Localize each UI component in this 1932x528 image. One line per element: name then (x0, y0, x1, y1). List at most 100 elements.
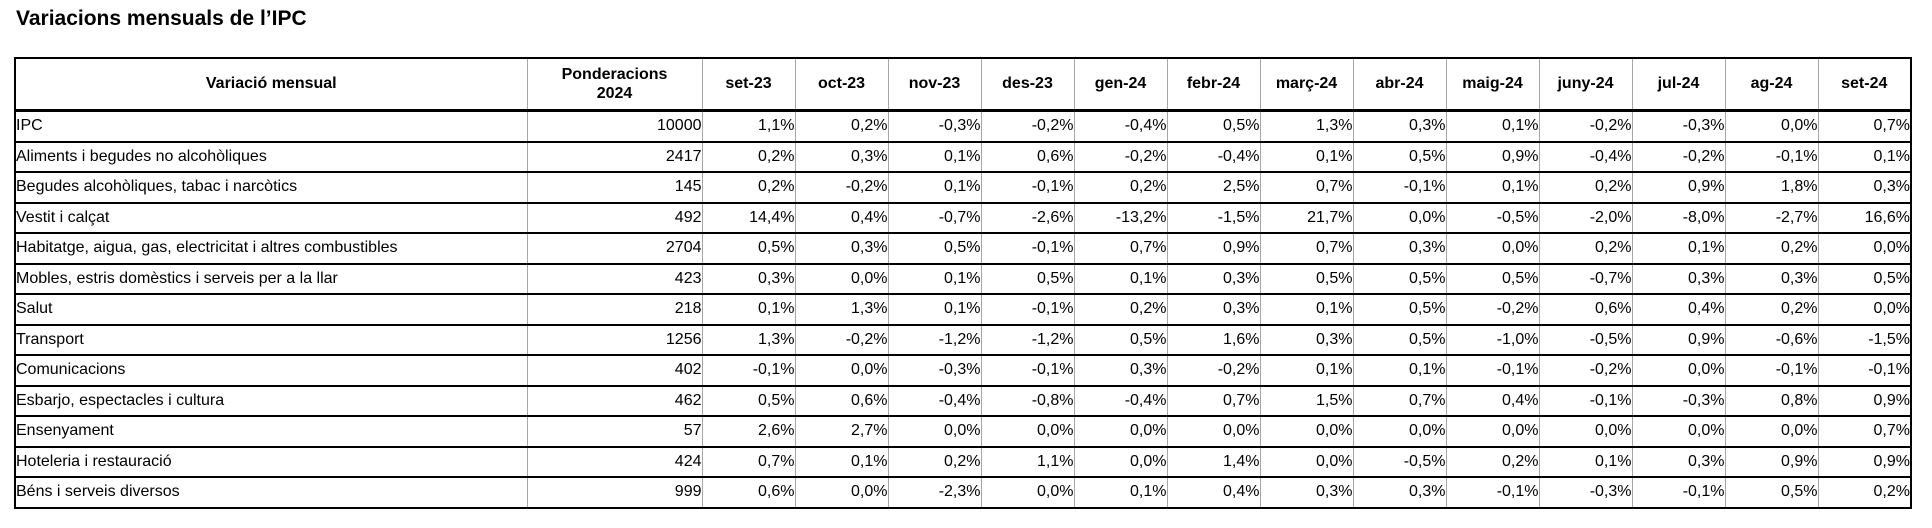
ponderacio-cell: 218 (526, 293, 702, 325)
table-row: Habitatge, aigua, gas, electricitat i al… (15, 232, 1911, 264)
value-cell: 0,0% (1073, 445, 1167, 477)
value-cell: -0,5% (1445, 201, 1539, 233)
value-cell: 0,5% (701, 232, 795, 264)
value-cell: 1,3% (701, 323, 795, 355)
value-cell: 0,2% (794, 109, 888, 142)
column-header-month: set-24 (1817, 58, 1911, 112)
value-cell: -2,3% (887, 476, 981, 508)
ponderacions-header-line1: Ponderacions (561, 65, 668, 83)
value-cell: 0,1% (887, 293, 981, 325)
value-cell: -0,3% (887, 109, 981, 142)
value-cell: -0,4% (1073, 384, 1167, 416)
value-cell: 0,0% (1724, 415, 1818, 447)
value-cell: -0,8% (980, 384, 1074, 416)
row-label: Vestit i calçat (15, 201, 527, 233)
table-row: Transport 1256 1,3% -0,2% -1,2% -1,2% 0,5% 1,6%… (15, 323, 1911, 355)
value-cell: 0,0% (1259, 445, 1353, 477)
value-cell: 0,4% (794, 201, 888, 233)
value-cell: -0,3% (1631, 109, 1725, 142)
value-cell: -0,3% (1631, 384, 1725, 416)
value-cell: 0,5% (1166, 109, 1260, 142)
table-row: Vestit i calçat 492 14,4% 0,4% -0,7% -2,6% -13… (15, 201, 1911, 233)
value-cell: 0,1% (1817, 140, 1911, 172)
value-cell: 0,1% (887, 140, 981, 172)
value-cell: 0,0% (980, 476, 1074, 508)
value-cell: -1,2% (980, 323, 1074, 355)
table-row: Aliments i begudes no alcohòliques 2417 0,… (15, 140, 1911, 172)
value-cell: 0,1% (1259, 140, 1353, 172)
value-cell: 0,5% (887, 232, 981, 264)
value-cell: 0,0% (794, 476, 888, 508)
value-cell: 1,4% (1166, 445, 1260, 477)
row-label: Begudes alcohòliques, tabac i narcòtics (15, 171, 527, 203)
value-cell: 0,3% (1166, 293, 1260, 325)
value-cell: 0,3% (1724, 262, 1818, 294)
value-cell: -1,5% (1817, 323, 1911, 355)
value-cell: 0,9% (1724, 445, 1818, 477)
value-cell: -0,1% (1724, 354, 1818, 386)
value-cell: -0,5% (1352, 445, 1446, 477)
row-label: Aliments i begudes no alcohòliques (15, 140, 527, 172)
value-cell: 2,7% (794, 415, 888, 447)
row-label: Mobles, estris domèstics i serveis per a… (15, 262, 527, 294)
value-cell: 0,7% (1166, 384, 1260, 416)
value-cell: 0,1% (1073, 262, 1167, 294)
value-cell: 0,4% (1631, 293, 1725, 325)
value-cell: -0,2% (1538, 109, 1632, 142)
value-cell: 0,7% (701, 445, 795, 477)
value-cell: 0,1% (1631, 232, 1725, 264)
value-cell: 0,0% (1259, 415, 1353, 447)
value-cell: 0,0% (1352, 201, 1446, 233)
value-cell: 0,1% (887, 262, 981, 294)
value-cell: 0,3% (1166, 262, 1260, 294)
value-cell: 2,6% (701, 415, 795, 447)
value-cell: -0,2% (980, 109, 1074, 142)
value-cell: 16,6% (1817, 201, 1911, 233)
value-cell: 1,1% (701, 109, 795, 142)
row-label: Esbarjo, espectacles i cultura (15, 384, 527, 416)
value-cell: -0,2% (794, 323, 888, 355)
value-cell: 0,9% (1817, 384, 1911, 416)
value-cell: -0,1% (1631, 476, 1725, 508)
value-cell: 0,3% (1631, 445, 1725, 477)
ponderacio-cell: 402 (526, 354, 702, 386)
value-cell: 0,0% (1817, 293, 1911, 325)
column-header-month: des-23 (980, 58, 1074, 112)
value-cell: 0,7% (1352, 384, 1446, 416)
value-cell: 0,0% (1073, 415, 1167, 447)
ponderacio-cell: 999 (526, 476, 702, 508)
value-cell: 0,0% (1631, 415, 1725, 447)
value-cell: 0,4% (1445, 384, 1539, 416)
ipc-monthly-variation-table: Variació mensual Ponderacions 2024 set-2… (14, 57, 1912, 509)
value-cell: -0,2% (1073, 140, 1167, 172)
value-cell: 0,0% (1538, 415, 1632, 447)
value-cell: -2,0% (1538, 201, 1632, 233)
value-cell: 0,2% (1817, 476, 1911, 508)
value-cell: 0,5% (1817, 262, 1911, 294)
row-label: Ensenyament (15, 415, 527, 447)
value-cell: -1,5% (1166, 201, 1260, 233)
value-cell: 0,2% (887, 445, 981, 477)
value-cell: 0,2% (701, 171, 795, 203)
value-cell: 0,5% (980, 262, 1074, 294)
value-cell: 0,3% (701, 262, 795, 294)
value-cell: 14,4% (701, 201, 795, 233)
value-cell: 0,3% (794, 140, 888, 172)
value-cell: -0,5% (1538, 323, 1632, 355)
column-header-month: gen-24 (1073, 58, 1167, 112)
value-cell: 0,2% (701, 140, 795, 172)
value-cell: -0,4% (1538, 140, 1632, 172)
row-label: Comunicacions (15, 354, 527, 386)
value-cell: 1,1% (980, 445, 1074, 477)
value-cell: 0,5% (1445, 262, 1539, 294)
table-row: Ensenyament 57 2,6% 2,7% 0,0% 0,0% 0,0% 0,0% 0,0… (15, 415, 1911, 447)
value-cell: -2,6% (980, 201, 1074, 233)
value-cell: -0,1% (1724, 140, 1818, 172)
column-header-ponderacions-2024: Ponderacions 2024 (526, 58, 702, 112)
value-cell: 0,0% (1631, 354, 1725, 386)
value-cell: 0,9% (1631, 323, 1725, 355)
value-cell: 0,1% (1445, 171, 1539, 203)
value-cell: -2,7% (1724, 201, 1818, 233)
value-cell: -0,1% (980, 293, 1074, 325)
